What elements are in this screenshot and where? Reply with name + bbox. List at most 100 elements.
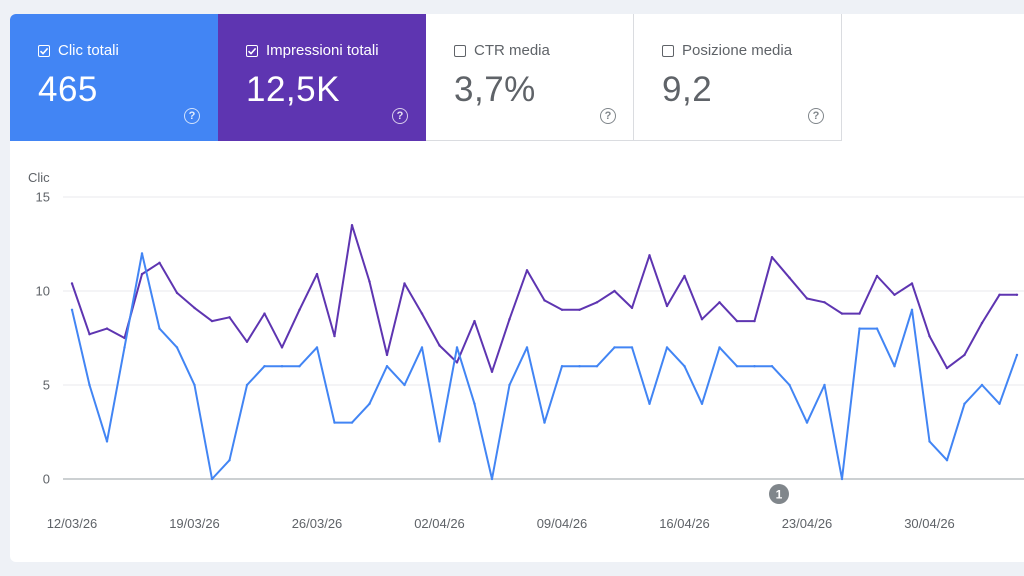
- x-tick-label: 12/03/26: [47, 516, 98, 531]
- impressions-data-point: [893, 293, 896, 296]
- clicks-data-point: [980, 383, 984, 387]
- clicks-data-point: [578, 365, 581, 368]
- clicks-series-line: [71, 252, 1018, 480]
- clicks-data-point: [245, 383, 249, 387]
- clicks-data-point: [648, 402, 651, 405]
- metric-card-header: CTR media: [454, 42, 550, 59]
- clicks-data-point: [88, 383, 91, 387]
- clicks-data-point: [105, 440, 109, 443]
- metric-label: CTR media: [474, 42, 550, 59]
- clicks-data-point: [473, 402, 476, 405]
- clicks-data-point: [893, 365, 896, 368]
- metric-card-ctr[interactable]: CTR media 3,7% ?: [426, 14, 634, 141]
- impressions-data-point: [473, 319, 476, 323]
- clicks-data-point: [123, 346, 126, 349]
- impressions-data-point: [193, 306, 196, 310]
- impressions-data-point: [823, 301, 826, 304]
- x-tick-label: 30/04/26: [904, 516, 955, 531]
- clicks-data-point: [385, 365, 389, 368]
- clicks-data-point: [770, 365, 774, 368]
- impressions-data-point: [875, 274, 879, 278]
- annotation-marker-circle[interactable]: [769, 484, 789, 504]
- help-icon[interactable]: ?: [184, 108, 200, 124]
- impressions-data-point: [735, 319, 739, 323]
- clicks-data-point: [753, 365, 756, 368]
- impressions-data-point: [228, 316, 231, 319]
- clicks-data-point: [683, 365, 686, 368]
- x-tick-label: 23/04/26: [782, 516, 833, 531]
- impressions-data-point: [788, 276, 791, 279]
- clicks-data-point: [805, 421, 809, 424]
- impressions-data-point: [613, 289, 616, 293]
- impressions-data-point: [403, 282, 406, 285]
- impressions-data-point: [805, 297, 809, 300]
- annotation-marker[interactable]: 1: [769, 484, 789, 504]
- impressions-data-point: [385, 353, 389, 357]
- clicks-data-point: [158, 327, 161, 330]
- impressions-data-point: [683, 274, 686, 278]
- clicks-data-point: [910, 308, 914, 311]
- impressions-data-point: [700, 318, 704, 321]
- checkbox-unchecked-icon[interactable]: [662, 44, 674, 57]
- x-tick-label: 19/03/26: [169, 516, 220, 531]
- help-icon[interactable]: ?: [808, 108, 824, 124]
- impressions-data-point: [315, 272, 319, 276]
- clicks-data-point: [210, 477, 214, 481]
- clicks-data-point: [875, 327, 879, 330]
- metric-value: 9,2: [662, 70, 713, 109]
- clicks-data-point: [228, 459, 231, 462]
- clicks-data-point: [350, 421, 354, 424]
- impressions-data-point: [105, 327, 109, 330]
- metric-card-header: Posizione media: [662, 42, 792, 59]
- checkbox-checked-icon[interactable]: [38, 44, 50, 57]
- impressions-data-point: [280, 346, 284, 349]
- impressions-data-point: [245, 340, 249, 343]
- clicks-data-point: [368, 402, 371, 405]
- impressions-data-point: [263, 312, 266, 315]
- checkbox-checked-icon[interactable]: [246, 44, 258, 57]
- clicks-data-point: [928, 440, 931, 443]
- metric-card-clicks[interactable]: Clic totali 465 ?: [10, 14, 218, 141]
- impressions-data-point: [753, 319, 756, 323]
- impressions-data-point: [368, 280, 371, 283]
- impressions-data-point: [438, 344, 441, 347]
- checkbox-unchecked-icon[interactable]: [454, 44, 466, 57]
- metric-card-header: Impressioni totali: [246, 42, 379, 59]
- impressions-data-point: [70, 282, 74, 285]
- impressions-data-point: [770, 256, 774, 259]
- clicks-data-point: [823, 383, 826, 387]
- clicks-data-point: [403, 383, 406, 387]
- clicks-data-point: [665, 346, 669, 349]
- impressions-data-point: [578, 308, 581, 311]
- clicks-data-point: [1015, 353, 1019, 357]
- clicks-data-point: [298, 365, 301, 368]
- help-icon[interactable]: ?: [392, 108, 408, 124]
- impressions-data-point: [560, 308, 564, 311]
- clicks-data-point: [70, 308, 74, 311]
- clicks-data-point: [840, 477, 844, 481]
- impressions-data-point: [158, 261, 161, 264]
- impressions-data-point: [175, 291, 179, 295]
- impressions-data-point: [998, 293, 1001, 296]
- y-tick-label: 5: [43, 378, 50, 393]
- annotation-marker-label[interactable]: 1: [776, 488, 783, 502]
- performance-chart: Clic 0 5 10 15 12/03/26 19/03/26 26/03/26 02/0…: [28, 170, 1024, 531]
- clicks-data-point: [945, 459, 949, 462]
- impressions-series-line: [71, 224, 1017, 373]
- clicks-data-point: [333, 421, 336, 424]
- x-tick-label: 09/04/26: [537, 516, 588, 531]
- clicks-data-point: [543, 421, 546, 424]
- clicks-data-point: [490, 477, 494, 481]
- y-tick-label: 0: [43, 472, 50, 487]
- performance-panel: Clic totali 465 ? Impressioni totali 12,…: [10, 14, 1024, 562]
- y-tick-label: 10: [36, 284, 50, 299]
- metric-card-impressions[interactable]: Impressioni totali 12,5K ?: [218, 14, 426, 141]
- metric-card-position[interactable]: Posizione media 9,2 ?: [634, 14, 842, 141]
- x-tick-label: 02/04/26: [414, 516, 465, 531]
- clicks-data-point: [420, 346, 424, 349]
- impressions-data-point: [945, 366, 949, 370]
- clicks-data-point: [718, 346, 721, 349]
- metric-card-header: Clic totali: [38, 42, 119, 59]
- help-icon[interactable]: ?: [600, 108, 616, 124]
- clicks-data-point: [998, 402, 1001, 405]
